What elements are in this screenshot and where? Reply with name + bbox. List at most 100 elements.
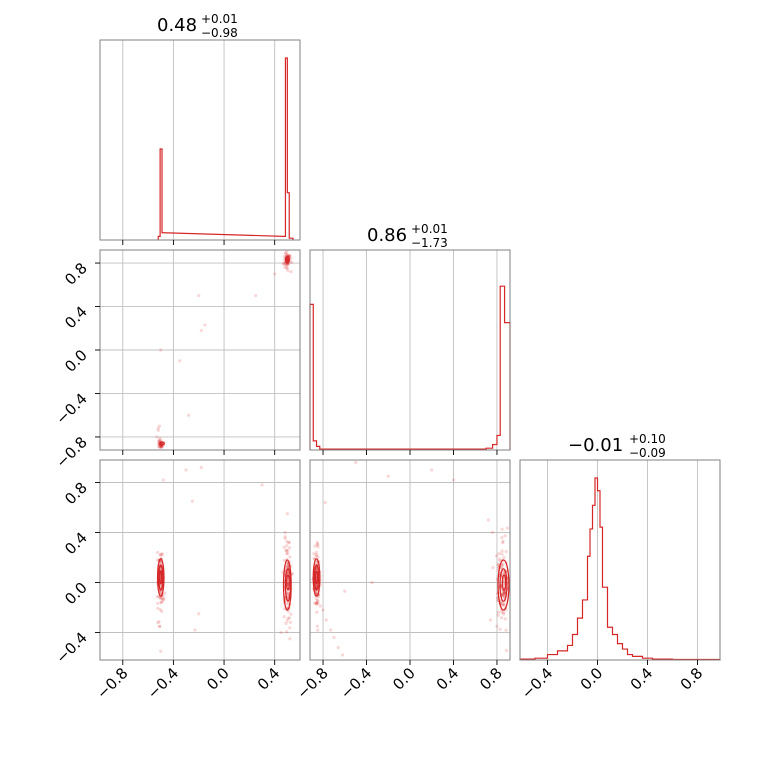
sample-point [316,601,320,605]
contour-group [159,255,290,446]
contour-level [313,564,320,591]
sample-point [336,645,340,650]
sample-point [157,624,162,628]
sample-point [156,428,160,433]
sample-point [323,500,327,505]
sample-point [160,445,164,449]
title-0-median: 0.48 [157,15,197,36]
sample-point [187,413,191,417]
sample-point [315,610,319,614]
title-1-minus: −1.73 [411,236,448,250]
contour-group [156,558,292,611]
sample-point [162,596,166,601]
sample-point [286,564,290,568]
sample-point [486,518,490,522]
contour-level [159,570,163,585]
sample-point [285,263,289,268]
title-0-minus: −0.98 [201,26,238,40]
title-2-minus: −0.09 [629,446,666,460]
sample-point [283,530,287,535]
sample-point [286,269,290,273]
sample-point [495,554,499,558]
panel-bg [100,460,300,660]
title-0-plus: +0.01 [201,12,238,26]
sample-point [502,591,506,595]
sample-point [314,601,319,605]
sample-point [158,445,162,450]
sample-point [282,615,286,619]
sample-point [163,591,167,595]
contour-level [312,558,321,597]
sample-point [316,545,320,549]
contour-level [501,574,507,591]
sample-point [315,624,319,628]
sample-point [501,603,505,607]
sample-point [497,552,501,556]
panel-frame [519,459,721,661]
sample-point [159,597,163,601]
sample-point [314,550,318,554]
sample-point [285,564,289,568]
sample-point [157,620,161,624]
sample-point [315,601,319,605]
panel-2-2 [519,460,721,661]
sample-point [502,591,507,595]
sample-point [284,251,288,255]
contour-level [286,574,290,591]
sample-point [496,563,501,567]
sample-point [159,649,163,653]
sample-point [285,250,289,253]
title-param-0: 0.48 +0.01 −0.98 [157,12,238,40]
sample-point [160,596,164,600]
sample-point [158,438,162,442]
sample-point [343,589,347,593]
contour-level [284,568,292,602]
sample-point [496,562,501,567]
sample-point [197,612,201,616]
sample-point [158,445,162,449]
sample-point [504,648,508,653]
panel-1-1 [309,250,511,450]
sample-point [273,272,277,276]
sample-point [285,540,289,544]
sample-point [315,540,319,545]
sample-point [159,583,163,587]
axes-0-0 [99,39,301,245]
sample-point [286,591,290,595]
sample-point [287,540,292,544]
sample-point [159,601,164,605]
sample-point [503,591,507,595]
sample-point [502,590,506,594]
sample-point [286,616,290,621]
sample-point [501,562,505,566]
sample-point [341,653,345,657]
sample-point [159,560,163,565]
sample-point [156,444,161,449]
sample-point [504,550,508,554]
sample-point [500,552,504,556]
sample-point [501,592,505,596]
sample-point [286,602,290,606]
sample-point [199,465,203,470]
sample-point [501,601,505,605]
sample-point [158,437,162,441]
title-2-median: −0.01 [568,435,623,456]
sample-point [501,541,505,545]
sample-point [314,596,318,600]
sample-point [451,478,456,482]
sample-point [289,270,293,274]
panel-bg [520,460,720,660]
sample-point [156,550,160,555]
sample-point [283,536,287,541]
sample-point [288,626,292,630]
contour-level [314,570,319,585]
sample-point [155,558,160,562]
sample-point [289,256,293,260]
sample-point [491,565,495,570]
sample-point [315,602,319,606]
sample-point [285,630,289,634]
sample-point [284,621,288,626]
sample-point [279,630,283,635]
sample-point [430,468,434,472]
sample-point [158,553,162,557]
